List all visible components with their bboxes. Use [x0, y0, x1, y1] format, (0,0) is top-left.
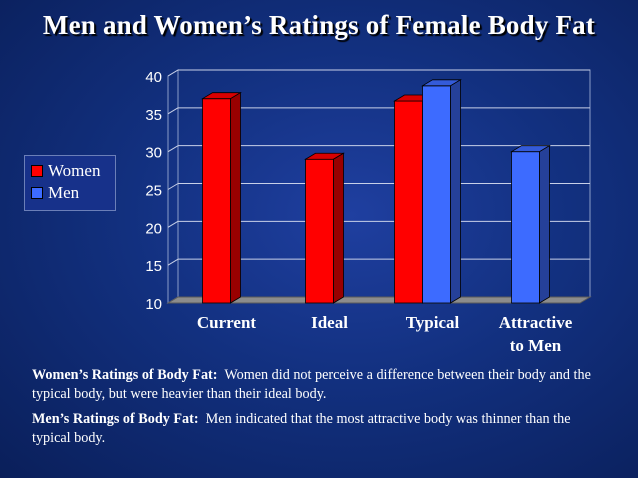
note-men-text: Men indicated that the most attractive b…	[32, 411, 571, 446]
y-tick-label: 40	[145, 69, 162, 86]
bar-side-men-2	[450, 79, 461, 304]
legend-item-men: Men	[31, 182, 115, 204]
legend-item-women: Women	[31, 160, 115, 182]
note-men: Men’s Ratings of Body Fat: Men indicated…	[32, 410, 612, 448]
y-tick-label: 30	[145, 145, 162, 162]
bar-women-0	[202, 98, 231, 304]
y-tick-label: 15	[145, 258, 162, 275]
x-tick-label: Ideal	[311, 313, 348, 332]
gridline-side	[167, 69, 179, 77]
note-men-label: Men’s Ratings of Body Fat:	[32, 411, 199, 427]
bar-women-1	[305, 158, 334, 304]
x-tick-label: Current	[197, 313, 257, 332]
legend-swatch-women	[31, 165, 43, 177]
note-women-text: Women did not perceive a difference betw…	[32, 367, 591, 402]
y-tick-label: 20	[145, 220, 162, 237]
gridline-side	[167, 145, 179, 153]
gridline-side	[167, 258, 179, 266]
legend-label-women: Women	[48, 161, 101, 180]
chart-legend: Women Men	[24, 155, 116, 211]
y-tick-label: 10	[145, 296, 162, 313]
x-tick-label: to Men	[510, 336, 562, 355]
legend-label-men: Men	[48, 183, 80, 202]
bar-side-women-1	[333, 152, 344, 304]
slide-title: Men and Women’s Ratings of Female Body F…	[42, 10, 596, 40]
bar-men-3	[511, 151, 540, 304]
gridline-side	[167, 220, 179, 228]
x-tick-label: Typical	[406, 313, 460, 332]
bar-side-men-3	[539, 144, 550, 304]
note-women: Women’s Ratings of Body Fat: Women did n…	[32, 366, 612, 404]
x-tick-label: Attractive	[499, 313, 573, 332]
bar-women-2	[394, 100, 423, 304]
legend-swatch-men	[31, 187, 43, 199]
bar-men-2	[422, 85, 451, 304]
note-women-label: Women’s Ratings of Body Fat:	[32, 367, 218, 383]
gridline-side	[167, 107, 179, 115]
y-tick-label: 25	[145, 183, 162, 200]
bar-side-women-0	[230, 91, 241, 304]
gridline-side	[167, 183, 179, 190]
slide-notes: Women’s Ratings of Body Fat: Women did n…	[32, 366, 612, 454]
y-tick-label: 35	[145, 107, 162, 124]
